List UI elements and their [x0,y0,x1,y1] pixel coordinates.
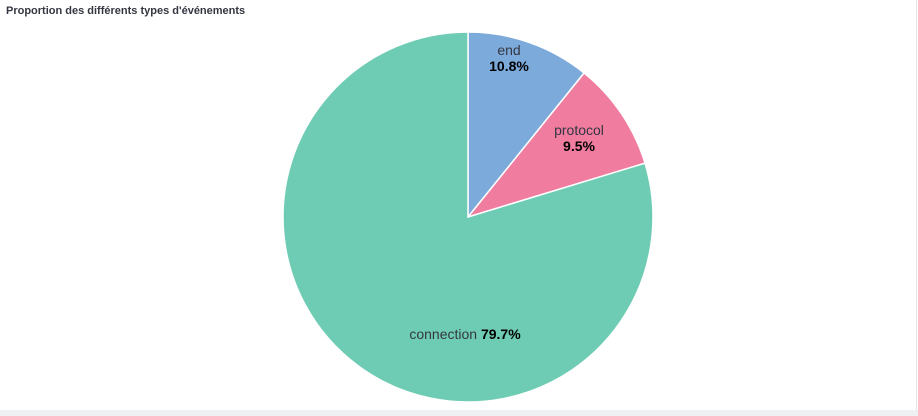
panel-title: Proportion des différents types d'événem… [6,5,246,17]
slice-value-connection: 79.7% [481,326,521,342]
slice-value-protocol: 9.5% [563,138,595,154]
slice-label-end: end [497,42,520,58]
slice-label-protocol: protocol [554,122,604,138]
pie-slice-end[interactable] [467,31,586,220]
pie-slices [282,31,654,403]
pie-slice-connection[interactable] [282,31,654,403]
panel-shadow [0,410,918,416]
slice-label-group-connection: connection 79.7% [409,326,521,342]
slice-label-connection: connection [409,326,481,342]
slice-value-end: 10.8% [489,58,529,74]
pie-slice-protocol[interactable] [465,71,646,219]
